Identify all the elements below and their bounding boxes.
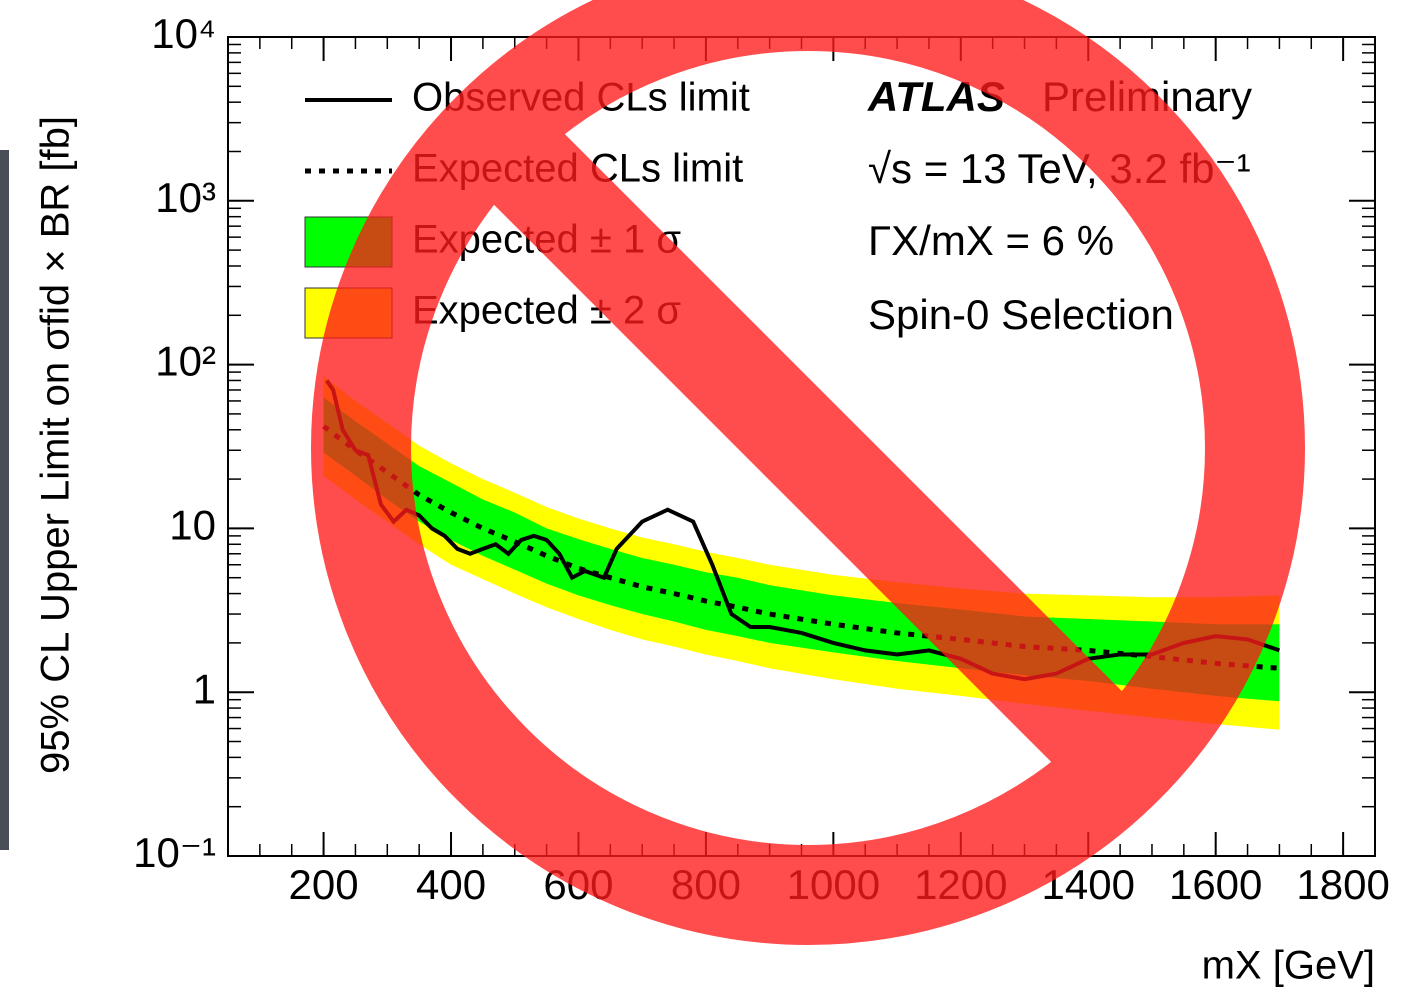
y-tick-label: 10⁻¹ (133, 829, 216, 876)
y-tick-label: 10⁴ (151, 10, 216, 57)
y-tick-label: 10² (155, 338, 216, 385)
annotation: Spin-0 Selection (868, 291, 1174, 338)
x-axis-label: mX [GeV] (1202, 944, 1375, 988)
x-tick-label: 400 (416, 861, 486, 908)
y-tick-label: 1 (193, 665, 216, 712)
y-axis-label: 95% CL Upper Limit on σfid × BR [fb] (34, 116, 78, 774)
prohibition-sign (311, 0, 1305, 945)
x-tick-label: 1600 (1169, 861, 1262, 908)
line (322, 424, 1280, 671)
sign-bar (456, 96, 1160, 800)
y-tick-label: 10³ (155, 174, 216, 221)
x-tick-label: 1800 (1296, 861, 1389, 908)
sign-ring (311, 0, 1305, 945)
annotation: ΓX/mX = 6 % (868, 217, 1114, 264)
x-tick-label: 200 (289, 861, 359, 908)
y-tick-label: 10 (169, 501, 216, 548)
photo-strip (0, 150, 9, 850)
